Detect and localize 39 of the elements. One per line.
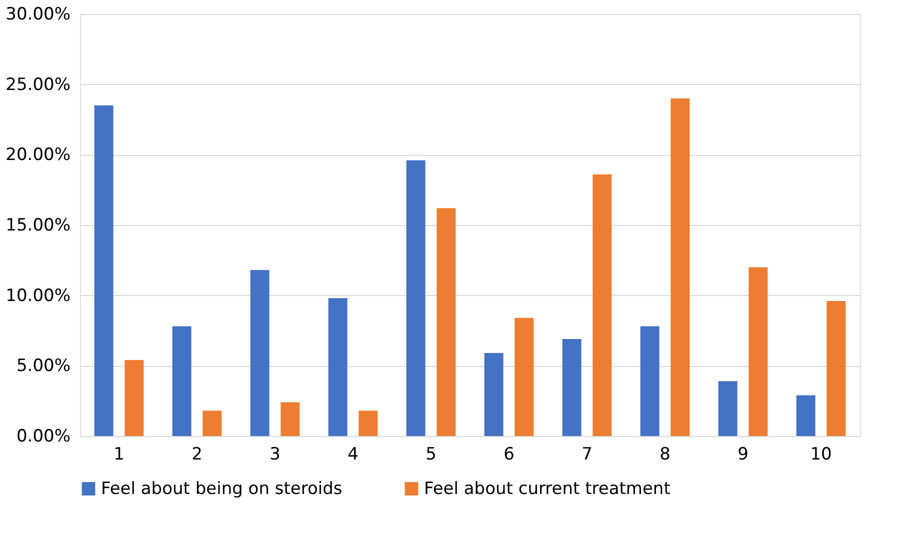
bar [670,98,690,436]
bar [280,402,300,436]
bar [406,160,426,436]
bar [436,208,456,436]
x-tick-label: 8 [660,444,670,464]
bar [592,174,612,436]
y-tick-label: 10.00% [6,286,70,306]
x-tick-label: 4 [348,444,358,464]
x-tick-label: 3 [270,444,280,464]
bar [640,326,660,436]
x-tick-label: 7 [582,444,592,464]
x-tick-label: 6 [504,444,514,464]
bar [250,270,270,436]
bar [514,318,534,436]
x-tick-label: 5 [426,444,436,464]
bar [718,381,738,436]
bar [796,395,816,436]
y-tick-label: 15.00% [6,216,70,236]
bar [826,300,846,436]
legend-label: Feel about being on steroids [101,478,342,499]
bar [358,410,378,436]
bar [484,353,504,436]
bar [172,326,192,436]
bar [748,267,768,436]
x-tick-label: 1 [114,444,124,464]
y-tick-label: 0.00% [16,426,70,446]
y-tick-label: 30.00% [6,4,70,24]
bar [562,338,582,436]
bar [124,360,144,436]
y-tick-label: 20.00% [6,145,70,166]
bar [328,298,348,436]
y-tick-label: 25.00% [6,74,70,95]
bar [202,410,222,436]
x-tick-label: 10 [810,444,832,464]
y-tick-label: 5.00% [16,356,70,376]
x-tick-label: 9 [738,444,748,464]
bar [94,105,114,436]
legend-label: Feel about current treatment [424,478,671,499]
x-tick-label: 2 [192,444,202,464]
